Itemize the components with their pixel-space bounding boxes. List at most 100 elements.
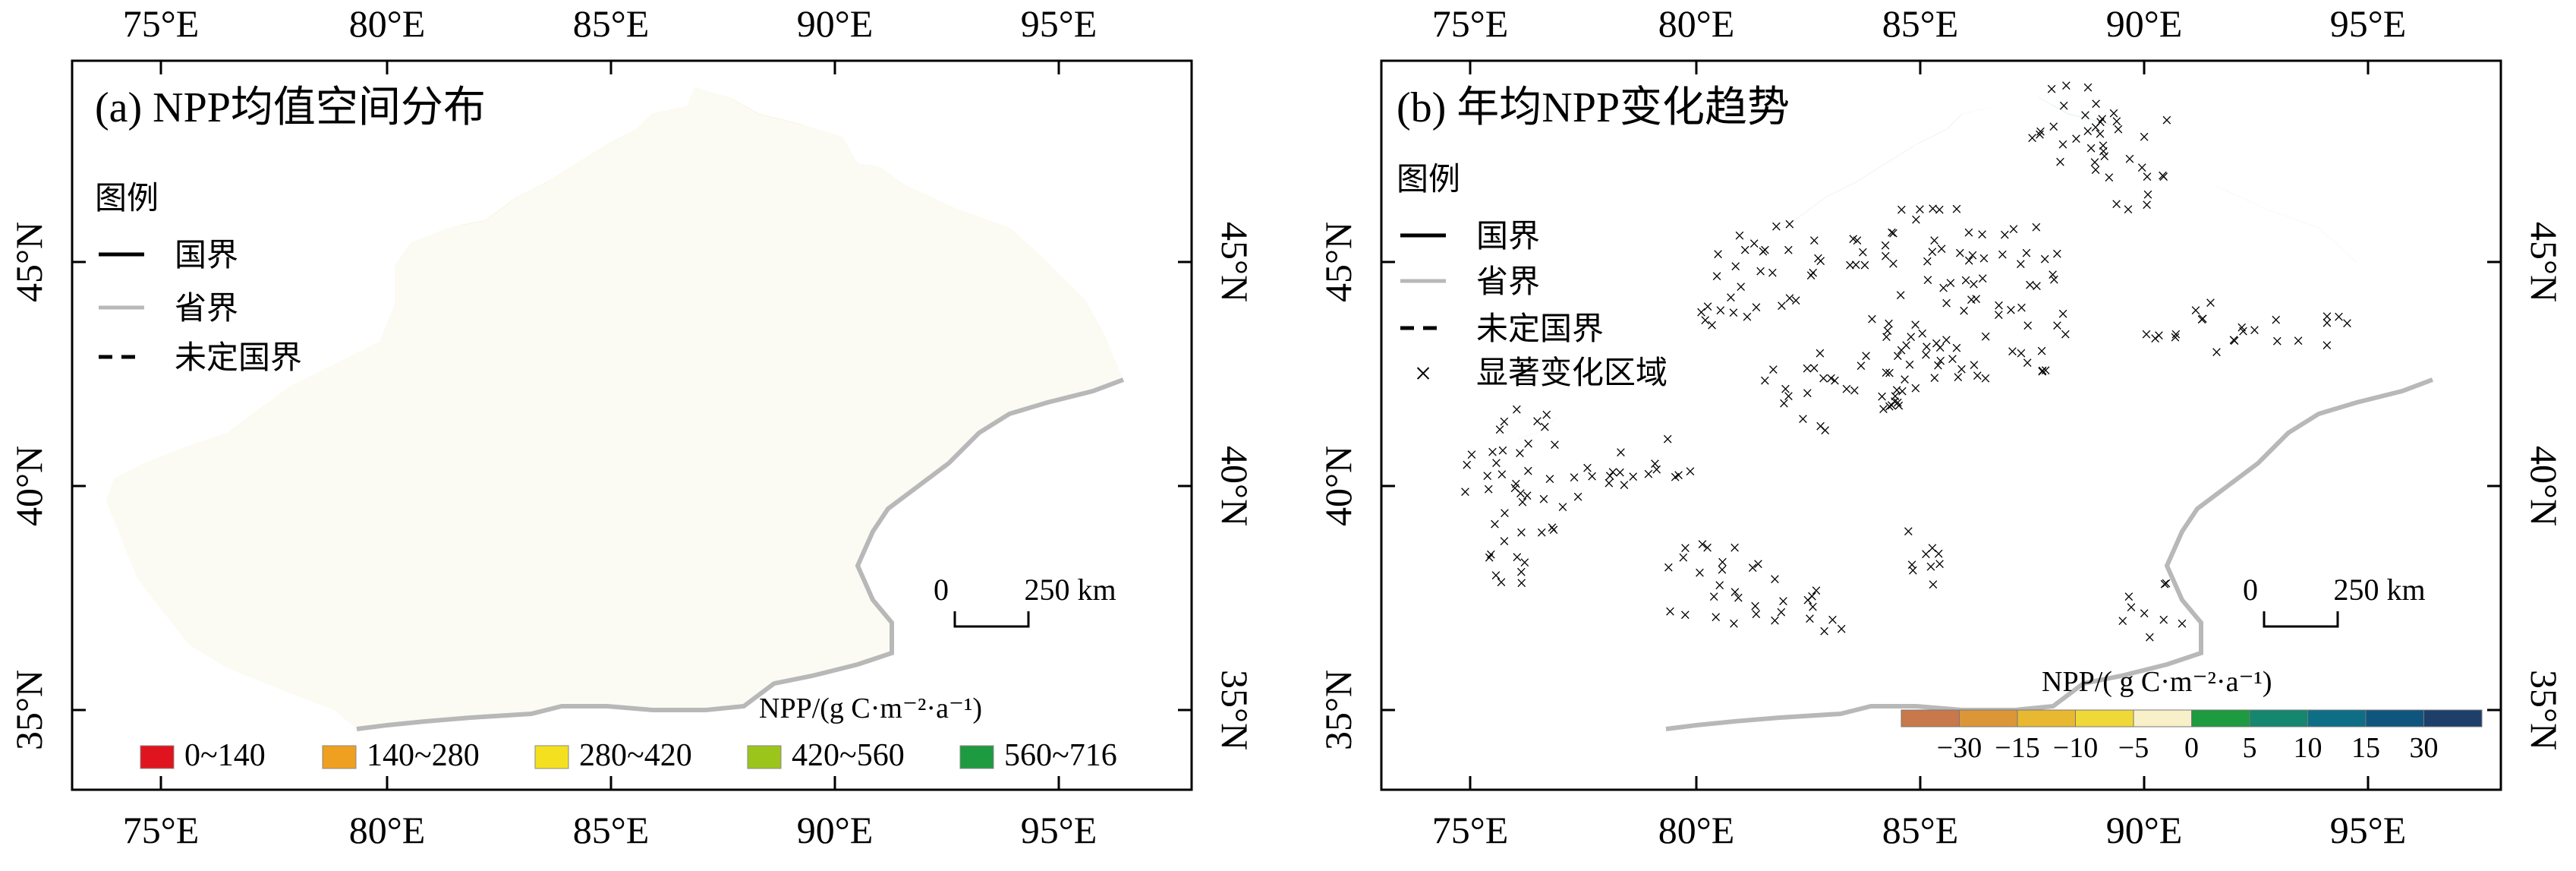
- significant-change-marker: ×: [2039, 248, 2051, 270]
- significant-change-marker: ×: [2126, 596, 2137, 618]
- bottom-lon-label: 85°E: [1882, 809, 1959, 851]
- significant-change-marker: ×: [1769, 610, 1781, 632]
- significant-change-marker: ×: [1728, 613, 1740, 635]
- bottom-lon-label: 85°E: [573, 809, 650, 851]
- significant-change-marker: ×: [1784, 213, 1795, 235]
- significant-change-marker: ×: [1549, 434, 1560, 456]
- significant-change-marker: ×: [2031, 276, 2042, 298]
- bottom-lon-label: 75°E: [123, 809, 200, 851]
- significant-change-marker: ×: [1836, 618, 1847, 640]
- significant-change-marker: ×: [1897, 380, 1908, 402]
- significant-change-marker: ×: [1929, 230, 1940, 252]
- panel-a-map: [106, 87, 1123, 729]
- significant-change-marker: ×: [1728, 301, 1740, 323]
- significant-change-marker: ×: [1614, 462, 1626, 484]
- significant-change-marker: ×: [1980, 326, 1992, 348]
- significant-change-marker: ×: [1876, 386, 1888, 408]
- significant-change-marker: ×: [2137, 157, 2148, 179]
- trend-colorbar-title: NPP/( g C·m⁻²·a⁻¹): [2042, 666, 2272, 698]
- significant-change-marker: ×: [1967, 245, 1979, 267]
- significant-change-marker: ×: [1880, 245, 1891, 267]
- significant-change-marker: ×: [2170, 323, 2181, 346]
- left-lat-label: 45°N: [8, 222, 50, 302]
- right-lat-label: 35°N: [1214, 670, 1256, 750]
- significant-change-marker: ×: [1884, 362, 1895, 384]
- bottom-lon-label: 95°E: [2330, 809, 2407, 851]
- significant-change-marker: ×: [1878, 399, 1889, 421]
- panel-b-scale-bar: 0 250 km: [2243, 573, 2426, 628]
- significant-change-marker: ×: [1936, 238, 1948, 260]
- significant-change-marker: ×: [1733, 587, 1744, 609]
- significant-change-marker: ×: [1485, 544, 1497, 566]
- colorbar-tick-label: 10: [2294, 732, 2322, 764]
- significant-change-marker: ×: [1929, 367, 1940, 389]
- panel-a-legend: 图例 国界 省界 未定国界: [95, 181, 302, 376]
- left-lat-label: 45°N: [1317, 222, 1359, 302]
- significant-change-marker: ×: [1850, 254, 1862, 276]
- significant-change-marker: ×: [1702, 537, 1713, 559]
- significant-change-marker: ×: [1677, 547, 1689, 569]
- provincial-border: [1665, 377, 2434, 731]
- top-lon-label: 90°E: [2106, 2, 2183, 45]
- significant-change-marker: ×: [1582, 457, 1593, 479]
- significant-change-marker: ×: [1538, 488, 1550, 510]
- significant-change-marker: ×: [2322, 306, 2333, 328]
- top-lon-label: 80°E: [1658, 2, 1735, 45]
- npp-class-swatch: [959, 745, 994, 769]
- colorbar-tick-label: −5: [2118, 732, 2149, 764]
- significant-change-marker: ×: [1514, 442, 1526, 464]
- significant-change-marker: ×: [1717, 559, 1728, 581]
- significant-change-marker: ×: [2016, 297, 2027, 319]
- significant-change-marker: ×: [1541, 404, 1552, 426]
- colorbar-tick-label: −10: [2053, 732, 2098, 764]
- significant-change-marker: ×: [1904, 354, 1916, 376]
- colorbar-bin: [2017, 709, 2076, 727]
- significant-change-marker: ×: [2197, 308, 2209, 330]
- significant-change-marker: ×: [1483, 478, 1494, 500]
- panel-title: (b) 年均NPP变化趋势: [1397, 84, 1790, 131]
- bottom-lon-label: 80°E: [1658, 809, 1735, 851]
- significant-change-marker: ×: [1694, 562, 1705, 584]
- significant-change-marker: ×: [1815, 250, 1826, 272]
- significant-change-marker: ×: [1860, 345, 1872, 367]
- significant-change-marker: ×: [1856, 355, 1867, 377]
- npp-class-swatch: [140, 745, 175, 769]
- significant-change-marker: ×: [1884, 396, 1895, 418]
- significant-change-marker: ×: [1536, 522, 1548, 544]
- right-lat-label: 40°N: [2523, 446, 2565, 526]
- significant-change-marker: ×: [1812, 248, 1824, 270]
- significant-change-marker: ×: [1489, 513, 1501, 535]
- significant-change-marker: ×: [1914, 199, 1926, 221]
- panel-b: 75°E 80°E 85°E 90°E 95°E 75°E 80°E 85°E …: [1317, 2, 2565, 851]
- right-lat-label: 45°N: [1214, 222, 1256, 302]
- significant-change-marker: ×: [1888, 253, 1899, 275]
- significant-change-marker: ×: [2098, 140, 2109, 163]
- significant-change-marker: ×: [1969, 355, 1980, 377]
- significant-change-marker: ×: [1747, 557, 1759, 579]
- left-lat-label: 35°N: [8, 670, 50, 750]
- significant-change-marker: ×: [1926, 241, 1938, 264]
- bottom-lon-label: 95°E: [1021, 809, 1097, 851]
- significant-change-marker: ×: [1892, 392, 1904, 414]
- significant-change-marker: ×: [1927, 198, 1938, 220]
- significant-change-marker: ×: [2143, 184, 2154, 206]
- significant-change-marker: ×: [1993, 305, 2004, 327]
- significant-change-marker: ×: [2049, 269, 2060, 291]
- significant-change-marker: ×: [1750, 604, 1762, 626]
- panel-a-ticks: [72, 61, 1192, 790]
- colorbar-tick-label: 15: [2351, 732, 2380, 764]
- significant-change-marker: ×: [1977, 268, 1989, 290]
- significant-change-marker: ×: [2060, 323, 2071, 346]
- significant-change-marker: ×: [1905, 327, 1916, 349]
- significant-change-marker: ×: [1516, 561, 1527, 583]
- significant-change-marker: ×: [2095, 123, 2106, 145]
- significant-change-marker: ×: [1515, 482, 1526, 504]
- panel-a-left-axis: 45°N 40°N 35°N: [8, 222, 50, 750]
- significant-change-marker: ×: [1749, 595, 1761, 617]
- significant-change-marker: ×: [1482, 465, 1493, 487]
- significant-change-marker: ×: [2052, 314, 2063, 336]
- legend-item-label: 省界: [1476, 265, 1540, 300]
- significant-change-marker: ×: [2113, 118, 2124, 140]
- significant-change-marker: ×: [2016, 342, 2027, 364]
- significant-change-marker: ×: [1740, 239, 1751, 261]
